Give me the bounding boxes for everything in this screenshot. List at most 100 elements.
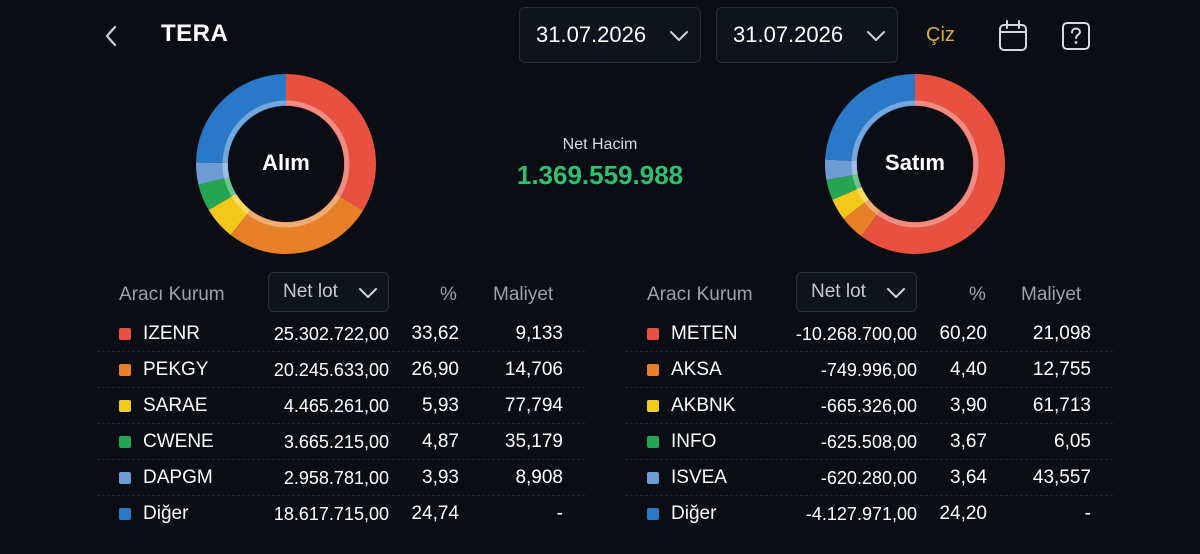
- color-swatch: [647, 364, 659, 376]
- broker-name: Diğer: [143, 503, 189, 524]
- donut-inner-ring: [222, 100, 350, 228]
- donut-slice-dapgm: [196, 162, 230, 185]
- percent-value: 60,20: [939, 323, 987, 344]
- donut-hole: [857, 106, 973, 222]
- color-swatch: [647, 436, 659, 448]
- percent-value: 26,90: [411, 359, 459, 380]
- color-swatch: [119, 472, 131, 484]
- broker-name: PEKGY: [143, 359, 209, 380]
- sell-donut-chart: [825, 74, 1005, 254]
- color-swatch: [119, 436, 131, 448]
- percent-value: 3,67: [950, 431, 987, 452]
- net-lot-value: -10.268.700,00: [795, 324, 917, 344]
- net-volume-value: 1.369.559.988: [516, 160, 684, 190]
- table-header: Aracı Kurum Net lot % Maliyet: [97, 270, 585, 316]
- percent-header: %: [440, 284, 457, 305]
- calendar-icon[interactable]: [997, 19, 1029, 53]
- buy-rows: IZENR 25.302.722,00 33,62 9,133 PEKGY 20.245.…: [97, 316, 585, 531]
- donut-slice-isvea: [825, 159, 858, 180]
- donut-slice-diğer: [196, 74, 286, 164]
- table-header: Aracı Kurum Net lot % Maliyet: [625, 270, 1113, 316]
- percent-value: 24,20: [939, 503, 987, 524]
- cost-value: 8,908: [515, 467, 563, 488]
- donut-inner-ring: [851, 100, 979, 228]
- table-row[interactable]: AKSA -749.996,00 4,40 12,755: [625, 352, 1113, 388]
- cost-header: Maliyet: [1021, 284, 1082, 305]
- table-row[interactable]: CWENE 3.665.215,00 4,87 35,179: [97, 424, 585, 460]
- donut-slice-info: [826, 174, 862, 200]
- cost-value: 77,794: [504, 395, 563, 416]
- net-lot-sort-select[interactable]: Net lot: [796, 272, 917, 312]
- net-lot-value: -620.280,00: [820, 468, 917, 488]
- back-chevron-icon[interactable]: [100, 22, 124, 50]
- start-date-value: 31.07.2026: [536, 22, 647, 47]
- sort-label: Net lot: [811, 281, 866, 302]
- donut-slice-meten: [861, 74, 1005, 254]
- cost-value: 35,179: [504, 431, 563, 452]
- draw-button[interactable]: Çiz: [926, 24, 955, 46]
- start-date-select[interactable]: 31.07.2026: [519, 7, 701, 63]
- color-swatch: [647, 400, 659, 412]
- table-row[interactable]: Diğer 18.617.715,00 24,74 -: [97, 496, 585, 531]
- donut-slice-izenr: [286, 74, 376, 211]
- table-row[interactable]: Diğer -4.127.971,00 24,20 -: [625, 496, 1113, 531]
- chevron-down-icon: [670, 31, 688, 41]
- cost-value: -: [1084, 503, 1091, 524]
- cost-value: 43,557: [1032, 467, 1091, 488]
- table-row[interactable]: AKBNK -665.326,00 3,90 61,713: [625, 388, 1113, 424]
- donut-slice-cwene: [198, 177, 237, 211]
- percent-value: 4,87: [422, 431, 459, 452]
- cost-value: 14,706: [504, 359, 563, 380]
- table-row[interactable]: IZENR 25.302.722,00 33,62 9,133: [97, 316, 585, 352]
- net-volume-label: Net Hacim: [562, 136, 638, 153]
- percent-header: %: [969, 284, 986, 305]
- sell-donut-label: Satım: [885, 150, 945, 175]
- percent-value: 3,90: [950, 395, 987, 416]
- color-swatch: [647, 472, 659, 484]
- table-row[interactable]: METEN -10.268.700,00 60,20 21,098: [625, 316, 1113, 352]
- end-date-value: 31.07.2026: [733, 22, 844, 47]
- percent-value: 3,93: [422, 467, 459, 488]
- percent-value: 24,74: [411, 503, 459, 524]
- donut-slice-diğer: [825, 74, 915, 162]
- table-row[interactable]: PEKGY 20.245.633,00 26,90 14,706: [97, 352, 585, 388]
- buy-table: Aracı Kurum Net lot % Maliyet IZENR 25.30…: [97, 270, 585, 531]
- net-lot-value: 2.958.781,00: [283, 468, 389, 488]
- donut-slice-sarae: [208, 193, 251, 236]
- broker-name: Diğer: [671, 503, 717, 524]
- chevron-down-icon: [359, 288, 377, 298]
- table-row[interactable]: DAPGM 2.958.781,00 3,93 8,908: [97, 460, 585, 496]
- table-row[interactable]: SARAE 4.465.261,00 5,93 77,794: [97, 388, 585, 424]
- end-date-select[interactable]: 31.07.2026: [716, 7, 898, 63]
- donut-slice-pekgy: [230, 193, 364, 255]
- sort-label: Net lot: [283, 281, 338, 302]
- broker-name: ISVEA: [671, 467, 727, 488]
- help-icon[interactable]: [1061, 21, 1091, 51]
- broker-name: AKBNK: [671, 395, 736, 416]
- cost-value: -: [556, 503, 563, 524]
- color-swatch: [119, 400, 131, 412]
- broker-name: INFO: [671, 431, 717, 452]
- cost-header: Maliyet: [493, 284, 554, 305]
- donut-hole: [228, 106, 344, 222]
- color-swatch: [647, 508, 659, 520]
- cost-value: 12,755: [1032, 359, 1091, 380]
- percent-value: 4,40: [950, 359, 987, 380]
- net-lot-value: 20.245.633,00: [273, 360, 389, 380]
- table-row[interactable]: ISVEA -620.280,00 3,64 43,557: [625, 460, 1113, 496]
- net-lot-sort-select[interactable]: Net lot: [268, 272, 389, 312]
- broker-name: SARAE: [143, 395, 208, 416]
- broker-name: IZENR: [143, 323, 200, 344]
- chevron-down-icon: [867, 31, 885, 41]
- table-row[interactable]: INFO -625.508,00 3,67 6,05: [625, 424, 1113, 460]
- net-lot-value: 4.465.261,00: [283, 396, 389, 416]
- color-swatch: [119, 364, 131, 376]
- cost-value: 21,098: [1032, 323, 1091, 344]
- net-lot-value: 18.617.715,00: [273, 504, 389, 524]
- cost-value: 61,713: [1032, 395, 1091, 416]
- buy-donut-label: Alım: [262, 150, 310, 175]
- percent-value: 33,62: [411, 323, 459, 344]
- broker-header: Aracı Kurum: [119, 284, 225, 305]
- net-lot-value: 3.665.215,00: [283, 432, 389, 452]
- broker-name: AKSA: [671, 359, 722, 380]
